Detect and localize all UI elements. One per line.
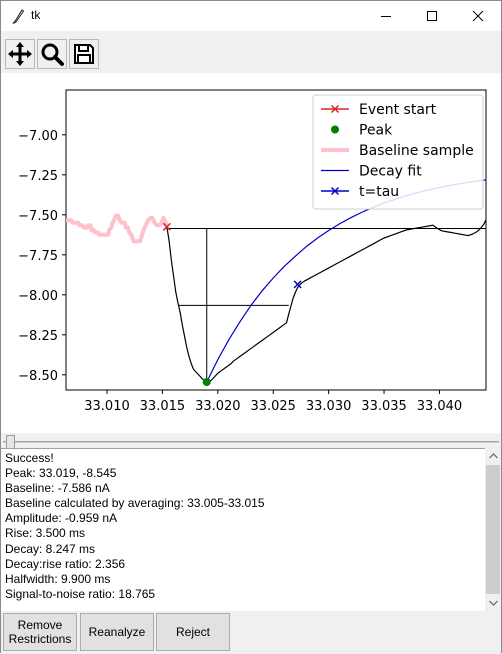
event-trace-line — [166, 219, 486, 383]
zoom-icon — [41, 43, 64, 66]
legend-swatch — [331, 125, 339, 134]
result-line: Decay:rise ratio: 2.356 — [5, 556, 126, 571]
chevron-up-icon — [488, 453, 498, 459]
results-text[interactable]: Success! Peak: 33.019, -8.545 Baseline: … — [1, 448, 485, 611]
legend-swatch-marker — [330, 104, 340, 114]
result-line: Rise: 3.500 ms — [5, 526, 86, 541]
tau-marker — [293, 280, 302, 289]
slider-track — [3, 441, 499, 443]
tau-marker-stroke — [293, 280, 302, 289]
legend-label: Decay fit — [359, 164, 422, 180]
x-tick-label: 33.020 — [195, 399, 241, 414]
minimize-icon — [381, 16, 391, 17]
reanalyze-button[interactable]: Reanalyze — [80, 613, 154, 651]
move-icon — [8, 42, 32, 66]
button-label: Reject — [175, 625, 210, 639]
time-slider[interactable] — [1, 433, 501, 449]
event-start-marker-stroke — [162, 222, 171, 231]
peak-marker — [202, 378, 211, 386]
plot-toolbar — [1, 31, 501, 73]
y-tick-label: −8.00 — [18, 289, 58, 304]
y-tick-label: −8.50 — [18, 369, 58, 384]
plot-canvas[interactable]: 33.010 33.015 33.020 33.025 33.030 33.035 33.0… — [1, 73, 501, 433]
legend-box — [312, 94, 484, 210]
maximize-icon — [427, 11, 437, 21]
scroll-down-button[interactable] — [485, 595, 501, 611]
baseline-sample-line — [66, 213, 169, 244]
result-line: Success! — [5, 451, 54, 465]
window-title: tk — [31, 8, 41, 22]
result-line: Signal-to-noise ratio: 18.765 — [5, 586, 156, 601]
save-button[interactable] — [69, 39, 99, 69]
x-tick-label: 33.010 — [84, 399, 130, 414]
y-tick-label: −7.00 — [18, 129, 58, 144]
x-tick-label: 33.040 — [417, 399, 463, 414]
minimize-button[interactable] — [363, 1, 409, 31]
event-chart: 33.010 33.015 33.020 33.025 33.030 33.035 33.0… — [18, 89, 487, 414]
legend-label: Peak — [359, 123, 393, 139]
close-button[interactable] — [455, 1, 501, 31]
button-label: Remove — [17, 618, 63, 632]
x-tick-label: 33.015 — [140, 399, 186, 414]
result-line: Baseline: -7.586 nA — [5, 481, 110, 496]
scroll-up-button[interactable] — [485, 448, 501, 464]
maximize-button[interactable] — [409, 1, 455, 31]
action-bar: Remove Restrictions Reanalyze Reject — [1, 611, 501, 654]
reject-button[interactable]: Reject — [156, 613, 230, 651]
pan-button[interactable] — [5, 39, 35, 69]
y-tick-label: −8.25 — [18, 329, 58, 344]
result-line: Baseline calculated by averaging: 33.005… — [5, 496, 265, 511]
chevron-down-icon — [488, 600, 498, 606]
title-bar: tk — [1, 1, 501, 31]
close-icon — [472, 10, 484, 22]
x-tick-label: 33.025 — [250, 399, 296, 414]
y-tick-label: −7.25 — [18, 169, 58, 184]
button-label: Restrictions — [8, 632, 72, 646]
result-line: Amplitude: -0.959 nA — [5, 511, 118, 526]
legend-swatch-marker-stroke — [330, 186, 340, 196]
result-line: Decay: 8.247 ms — [5, 541, 96, 556]
feather-icon — [12, 9, 25, 24]
remove-restrictions-button[interactable]: Remove Restrictions — [3, 613, 77, 651]
result-line: Halfwidth: 9.900 ms — [5, 571, 111, 586]
legend-swatch-marker — [330, 186, 340, 196]
y-tick-label: −7.50 — [18, 209, 58, 224]
x-tick-label: 33.035 — [361, 399, 407, 414]
result-line: Peak: 33.019, -8.545 — [5, 466, 117, 481]
save-icon — [74, 44, 94, 64]
event-start-marker — [162, 222, 171, 231]
scroll-thumb[interactable] — [486, 465, 500, 594]
legend-label: Baseline sample — [359, 143, 474, 159]
results-scrollbar[interactable] — [485, 448, 501, 611]
button-label: Reanalyze — [88, 625, 146, 639]
y-tick-label: −7.75 — [18, 249, 58, 264]
legend-label: t=tau — [359, 184, 399, 200]
legend-label: Event start — [359, 102, 437, 118]
zoom-button[interactable] — [37, 39, 67, 69]
legend-swatch-marker-stroke — [330, 104, 340, 114]
slider-handle[interactable] — [6, 435, 15, 449]
x-tick-label: 33.030 — [306, 399, 352, 414]
